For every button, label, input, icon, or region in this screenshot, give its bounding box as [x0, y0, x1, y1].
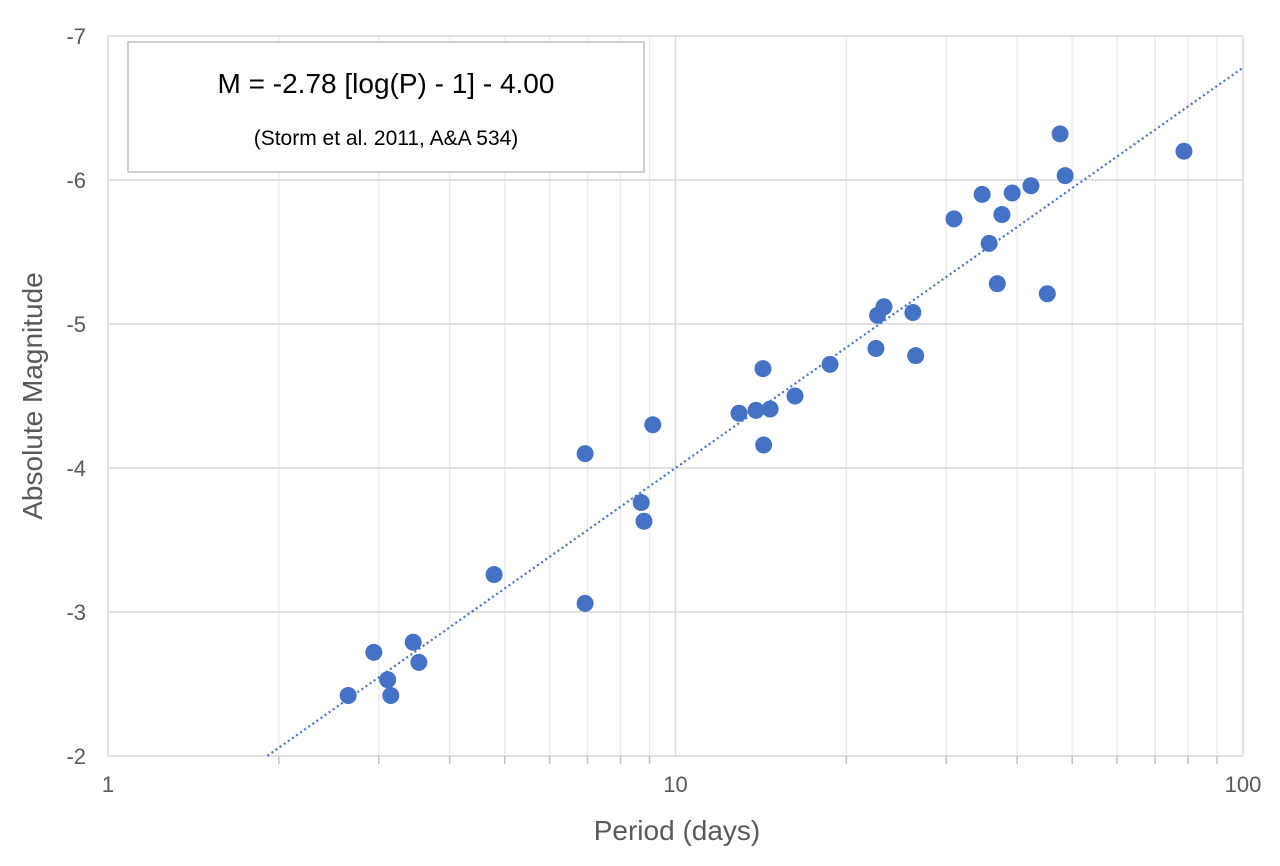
data-point: [379, 671, 397, 689]
points-layer: [339, 125, 1193, 705]
data-point: [988, 275, 1006, 293]
tick-labels: 1 10 100 -7 -6 -5 -4 -3 -2: [66, 24, 1261, 797]
data-point: [747, 401, 765, 419]
data-point: [404, 633, 422, 651]
data-point: [1056, 167, 1074, 185]
x-tick-label: 1: [102, 772, 114, 797]
data-point: [1051, 125, 1069, 143]
y-tick-label: -5: [66, 312, 86, 337]
y-tick-label: -3: [66, 600, 86, 625]
data-point: [904, 303, 922, 321]
y-tick-label: -2: [66, 744, 86, 769]
data-point: [945, 210, 963, 228]
data-point: [867, 339, 885, 357]
data-point: [993, 206, 1011, 224]
data-point: [339, 687, 357, 705]
data-point: [761, 400, 779, 418]
y-tick-label: -6: [66, 168, 86, 193]
x-axis-label: Period (days): [594, 815, 761, 846]
data-point: [821, 355, 839, 373]
data-point: [632, 494, 650, 512]
equation-box: [127, 41, 645, 173]
data-point: [875, 298, 893, 316]
data-point: [635, 512, 653, 530]
data-point: [365, 643, 383, 661]
reference-text: (Storm et al. 2011, A&A 534): [254, 127, 519, 150]
data-point: [980, 234, 998, 252]
data-point: [576, 445, 594, 463]
data-point: [973, 185, 991, 203]
x-tick-label: 100: [1225, 772, 1262, 797]
y-tick-label: -7: [66, 24, 86, 49]
data-point: [1003, 184, 1021, 202]
y-axis-label: Absolute Magnitude: [17, 272, 48, 520]
data-point: [576, 594, 594, 612]
data-point: [907, 347, 925, 365]
data-point: [755, 436, 773, 454]
data-point: [485, 566, 503, 584]
data-point: [410, 653, 428, 671]
equation-text: M = -2.78 [log(P) - 1] - 4.00: [218, 68, 555, 99]
data-point: [754, 360, 772, 378]
data-point: [382, 687, 400, 705]
data-point: [730, 404, 748, 422]
data-point: [786, 387, 804, 405]
data-point: [1175, 142, 1193, 160]
data-point: [1038, 285, 1056, 303]
y-tick-label: -4: [66, 456, 86, 481]
data-point: [644, 416, 662, 434]
data-point: [1022, 177, 1040, 195]
x-tick-label: 10: [663, 772, 687, 797]
